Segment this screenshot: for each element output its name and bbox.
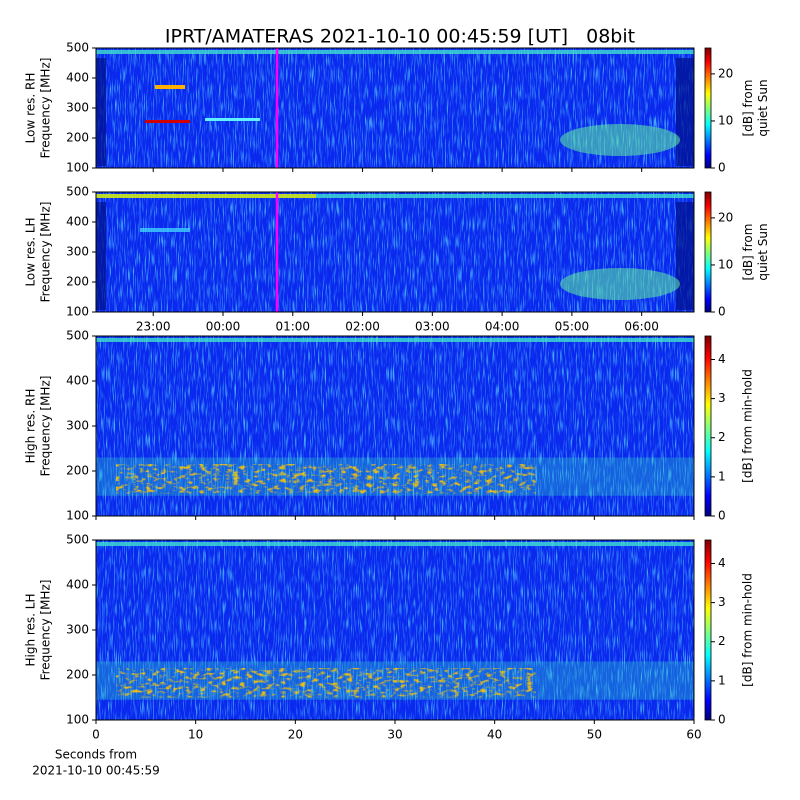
colorbar-label: [dB] from min-hold bbox=[741, 573, 755, 687]
y-axis-label: Frequency [MHz] bbox=[39, 580, 53, 681]
y-tick-label: 300 bbox=[66, 419, 89, 433]
y-axis-label: Frequency [MHz] bbox=[39, 376, 53, 477]
y-tick-label: 200 bbox=[66, 131, 89, 145]
x-tick-label: 30 bbox=[387, 728, 402, 742]
y-axis-label: High res. RH bbox=[24, 389, 38, 464]
x-tick-label: 05:00 bbox=[555, 320, 590, 334]
x-tick-label: 00:00 bbox=[206, 320, 241, 334]
edge-dark-right bbox=[676, 58, 694, 166]
emission-hot bbox=[116, 464, 536, 494]
colorbar-tick-label: 0 bbox=[718, 509, 726, 523]
y-tick-label: 500 bbox=[66, 533, 89, 547]
x-tick-label: 02:00 bbox=[345, 320, 380, 334]
burst bbox=[155, 85, 185, 89]
colorbar-tick-label: 10 bbox=[718, 113, 733, 127]
emission bbox=[560, 124, 680, 156]
colorbar-tick-label: 4 bbox=[718, 556, 726, 570]
top-band bbox=[96, 338, 694, 342]
edge-dark-right bbox=[676, 202, 694, 310]
y-tick-label: 400 bbox=[66, 578, 89, 592]
colorbar-tick-label: 4 bbox=[718, 352, 726, 366]
y-tick-label: 500 bbox=[66, 41, 89, 55]
colorbar-tick-label: 2 bbox=[718, 634, 726, 648]
y-axis-label: Low res. LH bbox=[24, 217, 38, 286]
x-tick-label: 23:00 bbox=[136, 320, 171, 334]
y-tick-label: 200 bbox=[66, 668, 89, 682]
emission-group bbox=[96, 457, 694, 496]
emission-hot bbox=[116, 668, 536, 698]
top-band-hot bbox=[96, 194, 316, 198]
burst bbox=[205, 118, 260, 121]
top-band bbox=[96, 50, 694, 54]
x-axis-label: 2021-10-10 00:45:59 bbox=[32, 764, 159, 778]
x-tick-label: 50 bbox=[587, 728, 602, 742]
y-axis-label: Low res. RH bbox=[24, 73, 38, 144]
burst bbox=[140, 228, 190, 232]
y-tick-label: 200 bbox=[66, 464, 89, 478]
colorbar bbox=[704, 47, 712, 169]
colorbar-tick-label: 0 bbox=[718, 161, 726, 175]
emission-group bbox=[96, 661, 694, 700]
x-tick-label: 04:00 bbox=[485, 320, 520, 334]
y-tick-label: 100 bbox=[66, 161, 89, 175]
figure-title: IPRT/AMATERAS 2021-10-10 00:45:59 [UT] 0… bbox=[165, 26, 635, 48]
y-tick-label: 100 bbox=[66, 713, 89, 727]
colorbar-tick-label: 2 bbox=[718, 430, 726, 444]
colorbar bbox=[704, 191, 712, 313]
colorbar-tick-label: 20 bbox=[718, 66, 733, 80]
y-tick-label: 100 bbox=[66, 305, 89, 319]
top-band bbox=[96, 542, 694, 546]
x-tick-label: 40 bbox=[487, 728, 502, 742]
colorbar-tick-label: 0 bbox=[718, 713, 726, 727]
colorbar-tick-label: 10 bbox=[718, 257, 733, 271]
x-tick-label: 0 bbox=[92, 728, 100, 742]
colorbar bbox=[704, 335, 712, 517]
y-tick-label: 300 bbox=[66, 245, 89, 259]
y-tick-label: 200 bbox=[66, 275, 89, 289]
colorbar-label: [dB] from bbox=[741, 224, 755, 281]
y-axis-label: Frequency [MHz] bbox=[39, 202, 53, 303]
colorbar bbox=[704, 539, 712, 721]
burst bbox=[145, 120, 190, 123]
x-tick-label: 10 bbox=[188, 728, 203, 742]
colorbar-label: quiet Sun bbox=[756, 223, 770, 280]
x-tick-label: 03:00 bbox=[415, 320, 450, 334]
y-tick-label: 500 bbox=[66, 329, 89, 343]
y-tick-label: 400 bbox=[66, 71, 89, 85]
y-tick-label: 100 bbox=[66, 509, 89, 523]
y-tick-label: 300 bbox=[66, 623, 89, 637]
colorbar-tick-label: 3 bbox=[718, 595, 726, 609]
colorbar-label: [dB] from bbox=[741, 80, 755, 137]
colorbar-tick-label: 1 bbox=[718, 673, 726, 687]
colorbar-tick-label: 3 bbox=[718, 391, 726, 405]
y-tick-label: 500 bbox=[66, 185, 89, 199]
edge-dark-left bbox=[96, 202, 106, 310]
x-tick-label: 01:00 bbox=[275, 320, 310, 334]
colorbar-tick-label: 1 bbox=[718, 469, 726, 483]
y-tick-label: 300 bbox=[66, 101, 89, 115]
x-tick-label: 60 bbox=[686, 728, 701, 742]
y-tick-label: 400 bbox=[66, 374, 89, 388]
top-band bbox=[96, 194, 694, 198]
x-axis-label: Seconds from bbox=[55, 748, 137, 762]
y-axis-label: Frequency [MHz] bbox=[39, 58, 53, 159]
x-tick-label: 20 bbox=[288, 728, 303, 742]
x-tick-label: 06:00 bbox=[624, 320, 659, 334]
colorbar-label: quiet Sun bbox=[756, 79, 770, 136]
colorbar-label: [dB] from min-hold bbox=[741, 369, 755, 483]
y-axis-label: High res. LH bbox=[24, 593, 38, 666]
y-tick-label: 400 bbox=[66, 215, 89, 229]
colorbar-tick-label: 0 bbox=[718, 305, 726, 319]
edge-dark-left bbox=[96, 58, 106, 166]
emission bbox=[560, 268, 680, 300]
colorbar-tick-label: 20 bbox=[718, 210, 733, 224]
